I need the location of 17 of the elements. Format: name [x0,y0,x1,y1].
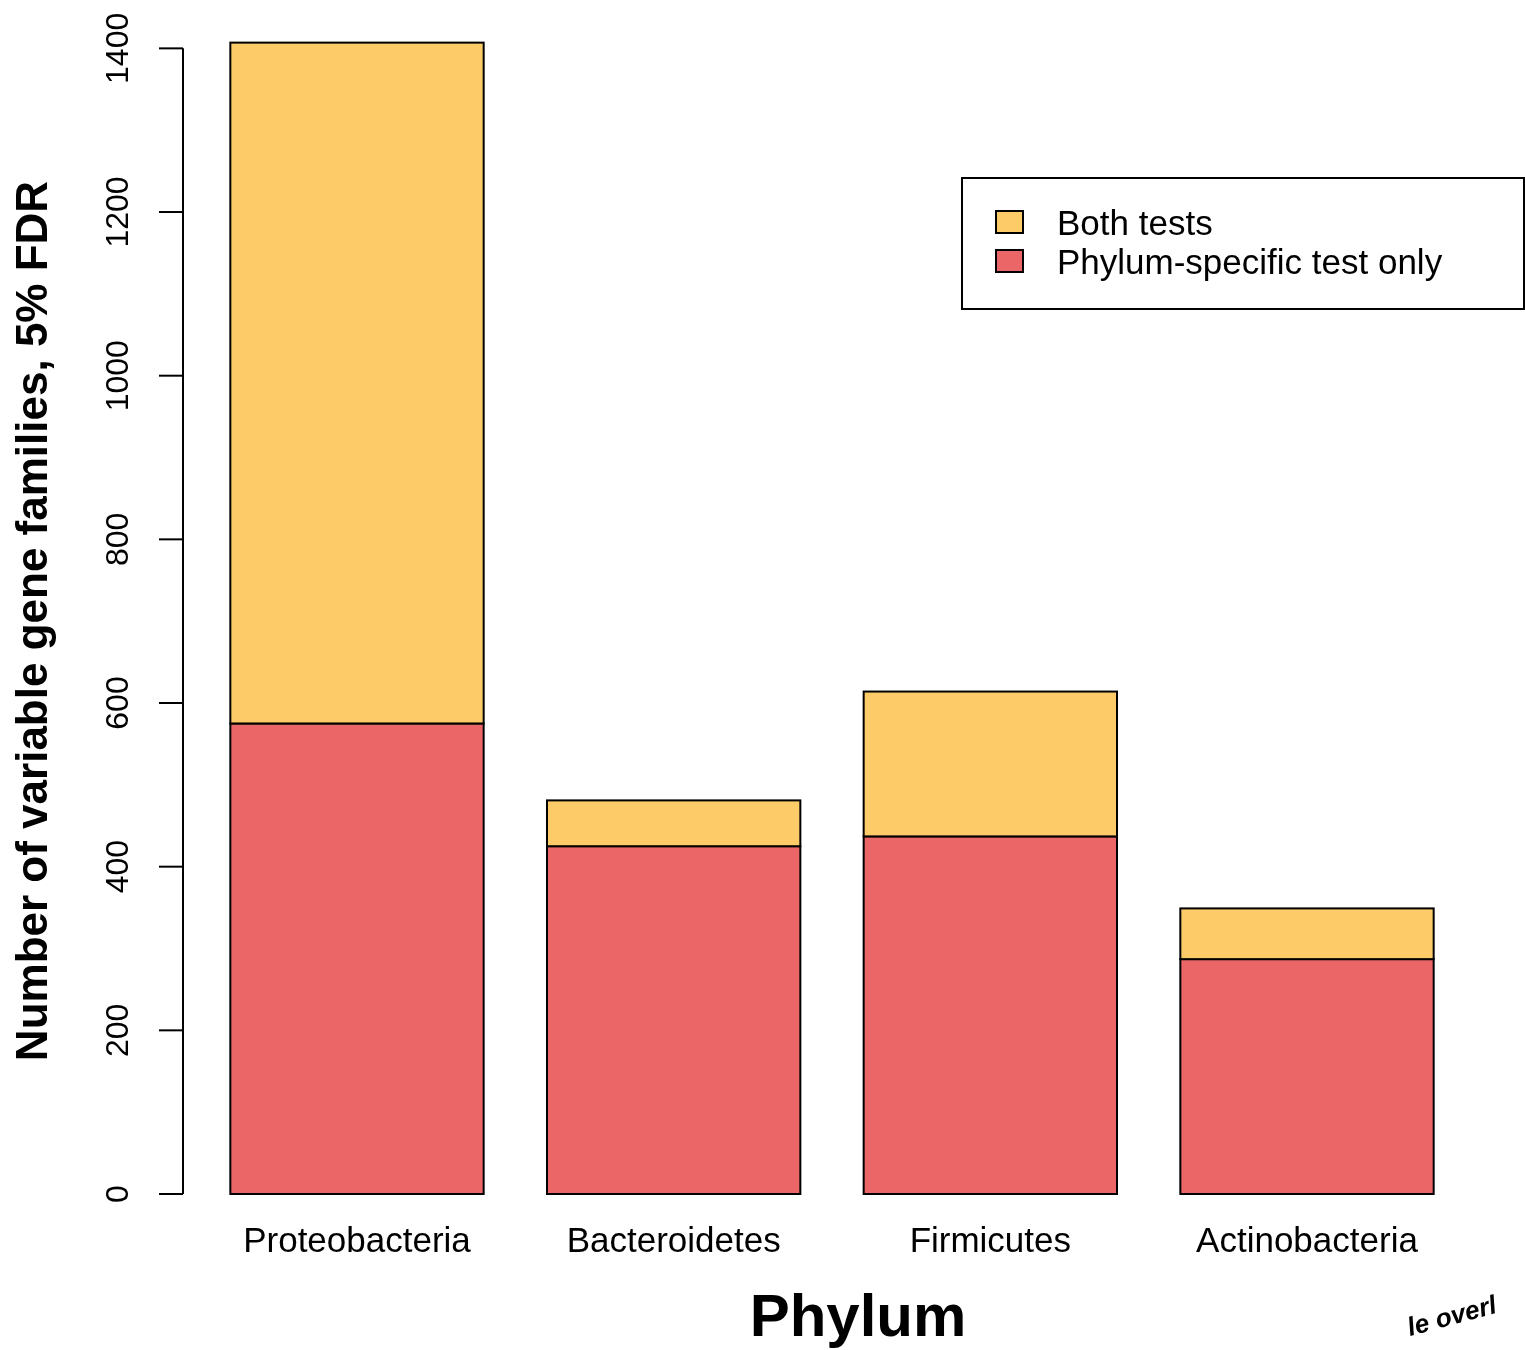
x-tick-label: Actinobacteria [1196,1220,1419,1259]
y-tick-label: 600 [99,676,135,730]
text: le overl [1403,1289,1501,1342]
x-tick-label: Bacteroidetes [566,1220,781,1259]
y-tick-label: 400 [99,839,135,894]
legend-label: Both tests [1057,203,1213,242]
y-tick-label: 0 [99,1185,135,1203]
x-tick-label: Proteobacteria [243,1220,472,1259]
legend-label: Phylum-specific test only [1057,242,1443,281]
y-axis-title: Number of variable gene families, 5% FDR [7,180,56,1062]
y-tick-label: 1400 [99,12,135,84]
x-axis-title: Phylum [749,1282,967,1349]
y-tick-label: 1200 [99,176,135,248]
y-tick-label: 800 [99,512,135,567]
x-tick-label: Firmicutes [909,1220,1072,1259]
y-tick-label: 200 [99,1003,135,1058]
y-tick-label: 1000 [99,340,135,412]
